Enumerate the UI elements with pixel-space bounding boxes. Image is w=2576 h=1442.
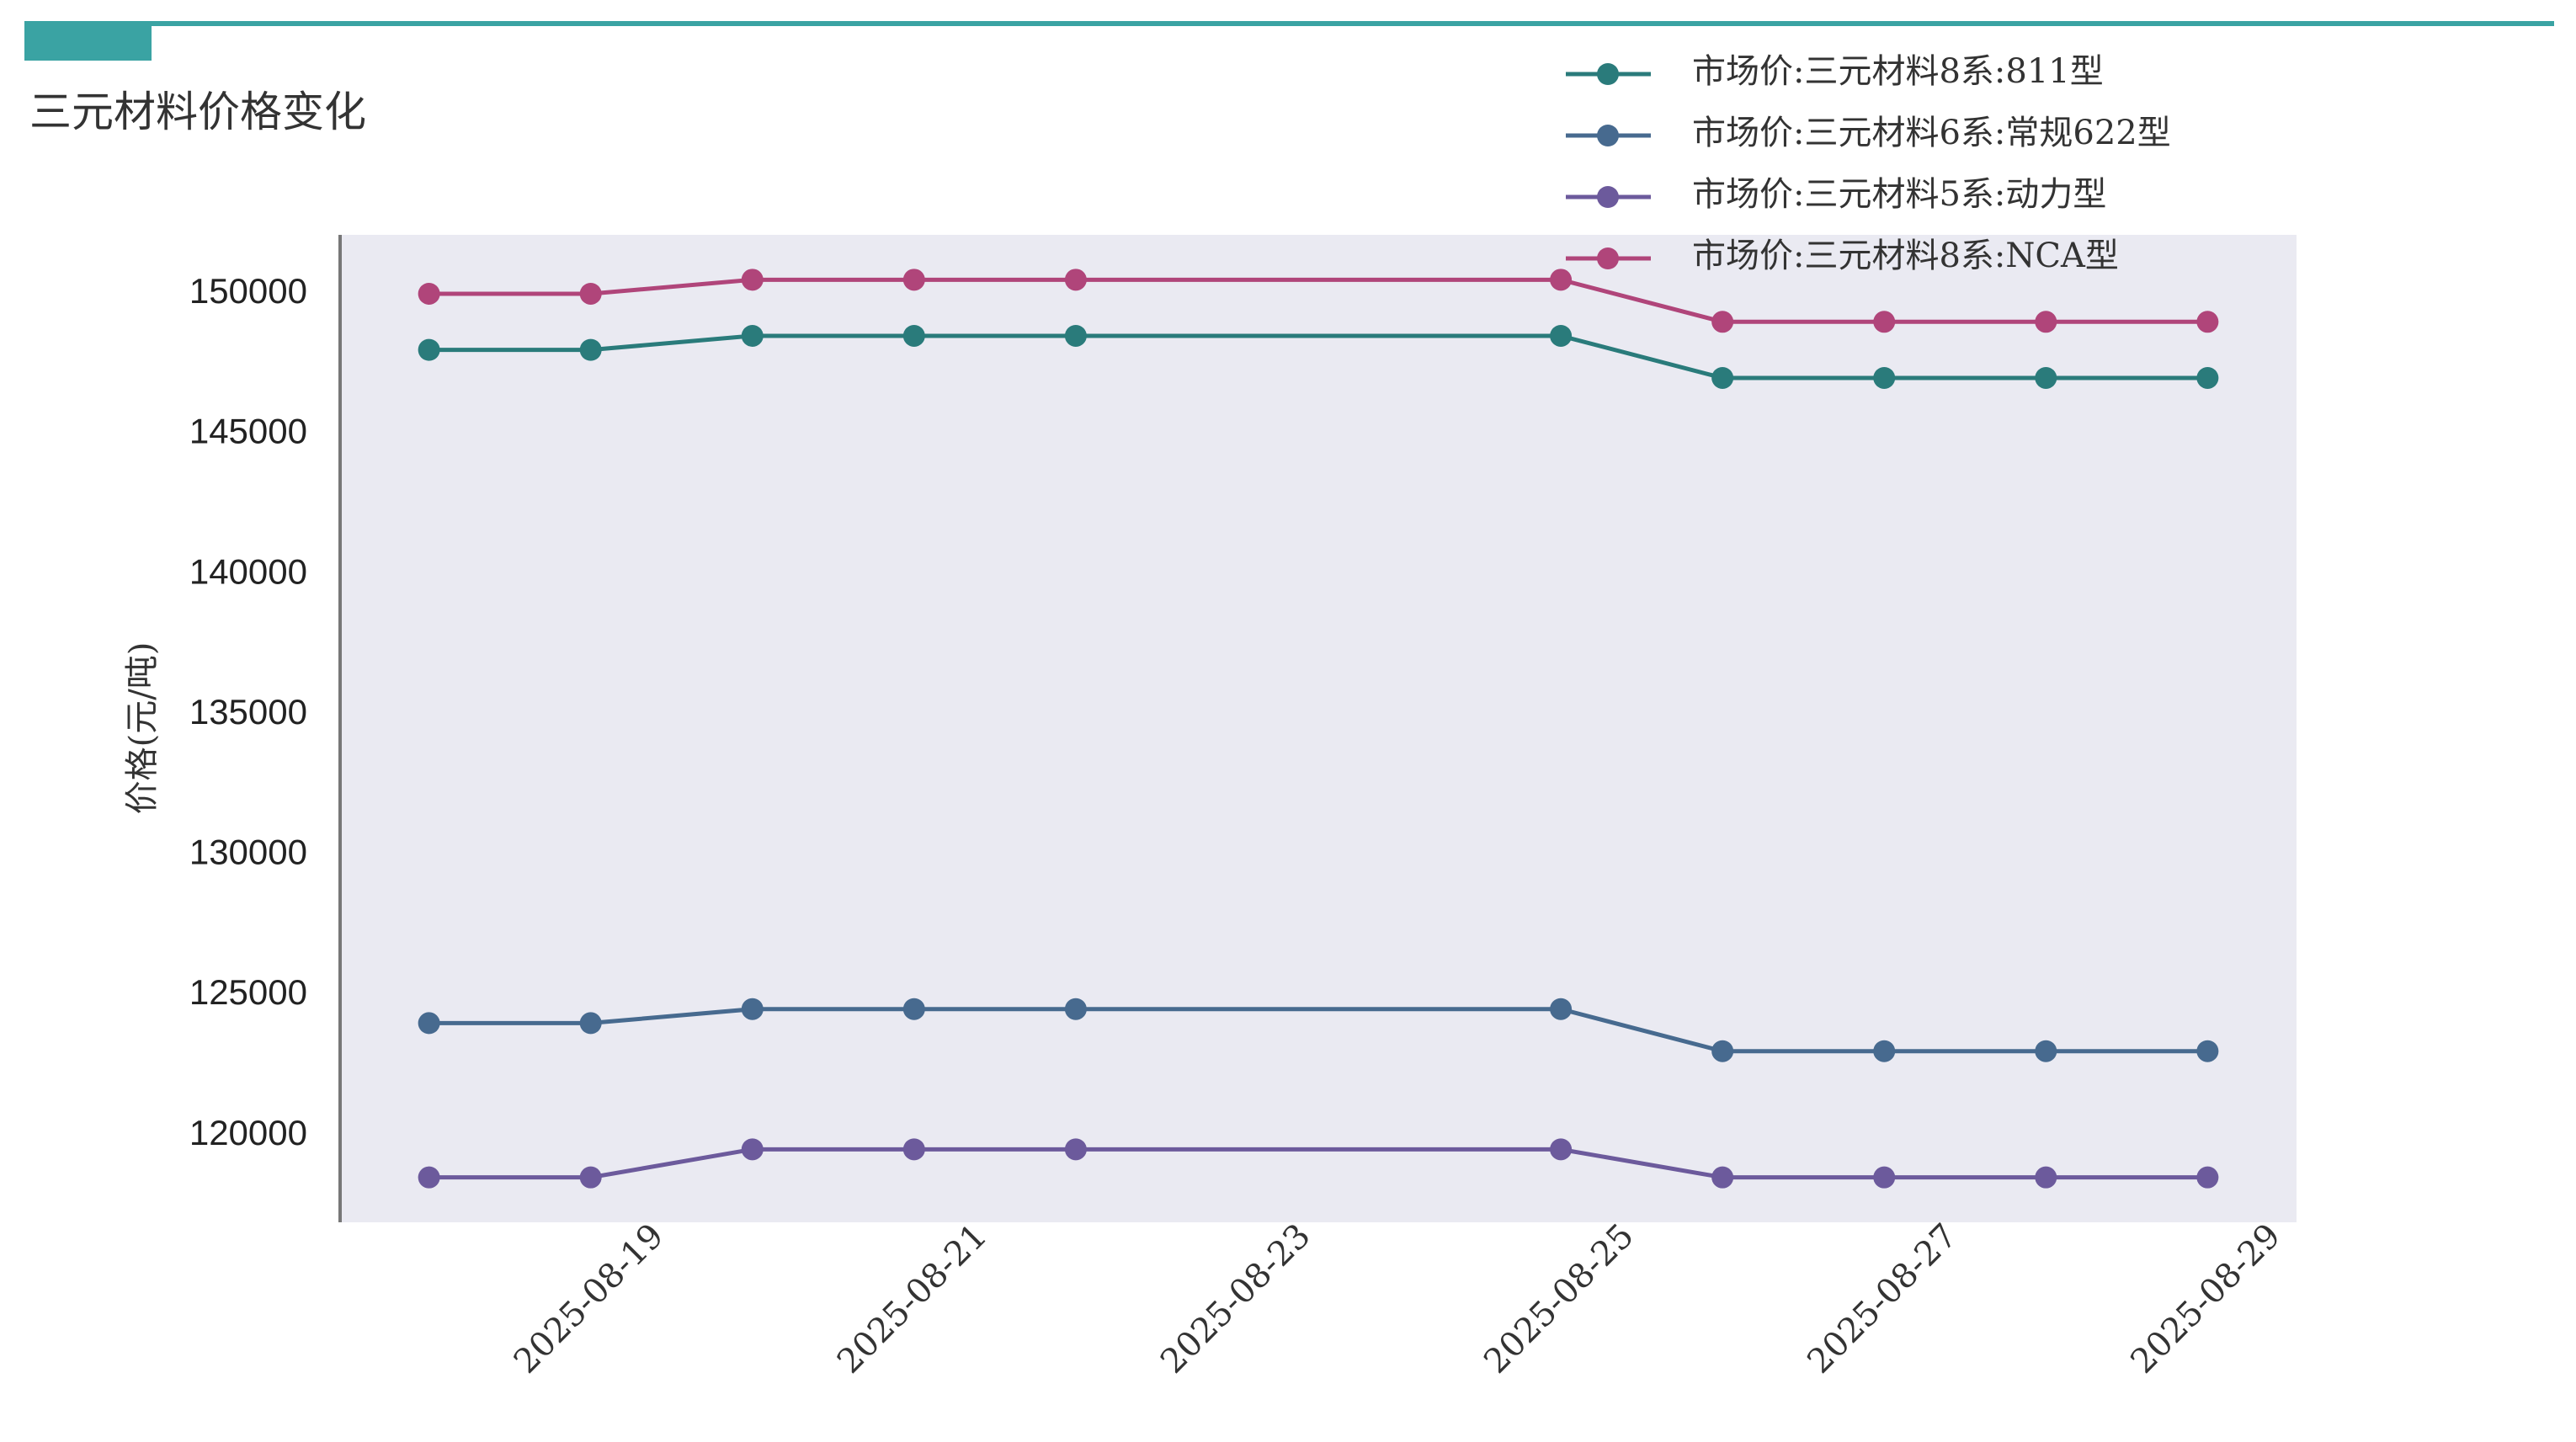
marker [2196, 1166, 2219, 1189]
y-axis-label: 价格(元/吨) [123, 642, 162, 815]
marker [1064, 998, 1087, 1020]
marker [1711, 366, 1734, 389]
marker [902, 269, 925, 291]
marker [741, 324, 764, 347]
marker [1064, 269, 1087, 291]
line [428, 277, 2208, 324]
x-tick-label: 2025-08-29 [2123, 1216, 2288, 1381]
marker [902, 324, 925, 347]
marker [1873, 1166, 1896, 1189]
marker [1711, 1166, 1734, 1189]
marker [1873, 366, 1896, 389]
y-tick-label: 130000 [189, 833, 307, 872]
marker [2196, 366, 2219, 389]
y-tick-label: 135000 [189, 692, 307, 732]
marker [2035, 366, 2057, 389]
x-tick-label: 2025-08-21 [830, 1216, 995, 1381]
legend-label: 市场价:三元材料6系:常规622型 [1692, 114, 2171, 152]
marker [579, 282, 602, 305]
legend-label: 市场价:三元材料8系:NCA型 [1692, 237, 2119, 275]
marker [1873, 1040, 1896, 1062]
marker [741, 269, 764, 291]
marker [2035, 1166, 2057, 1189]
marker [418, 282, 440, 305]
marker [579, 338, 602, 361]
legend-marker [1597, 247, 1619, 269]
x-tick-label: 2025-08-25 [1477, 1216, 1642, 1381]
line [428, 1007, 2208, 1054]
header-line [24, 21, 2554, 26]
marker [2035, 311, 2057, 333]
marker [1064, 1138, 1087, 1161]
marker [1550, 998, 1573, 1020]
marker [1711, 311, 1734, 333]
chart-title: 三元材料价格变化 [29, 88, 366, 136]
y-tick-label: 120000 [189, 1113, 307, 1152]
marker [1064, 324, 1087, 347]
line [428, 1147, 2208, 1180]
plot-background [340, 235, 2297, 1222]
marker [2196, 311, 2219, 333]
marker [1550, 1138, 1573, 1161]
marker [2035, 1040, 2057, 1062]
marker [902, 998, 925, 1020]
header-block [24, 21, 152, 61]
marker [579, 1166, 602, 1189]
marker [418, 1012, 440, 1035]
y-tick-label: 150000 [189, 271, 307, 311]
legend-label: 市场价:三元材料5系:动力型 [1692, 175, 2106, 214]
legend-marker [1597, 125, 1619, 146]
marker [1873, 311, 1896, 333]
marker [1550, 324, 1573, 347]
marker [741, 1138, 764, 1161]
marker [418, 338, 440, 361]
marker [1711, 1040, 1734, 1062]
x-tick-label: 2025-08-19 [507, 1216, 672, 1381]
y-tick-label: 140000 [189, 551, 307, 591]
marker [2196, 1040, 2219, 1062]
legend-marker [1597, 186, 1619, 208]
marker [418, 1166, 440, 1189]
y-tick-label: 145000 [189, 412, 307, 451]
y-tick-label: 125000 [189, 972, 307, 1012]
marker [579, 1012, 602, 1035]
x-tick-label: 2025-08-23 [1153, 1216, 1318, 1381]
line [428, 333, 2208, 380]
x-tick-label: 2025-08-27 [1800, 1216, 1965, 1381]
legend-marker [1597, 63, 1619, 85]
marker [902, 1138, 925, 1161]
marker [741, 998, 764, 1020]
marker [1550, 269, 1573, 291]
legend-label: 市场价:三元材料8系:811型 [1692, 52, 2104, 91]
